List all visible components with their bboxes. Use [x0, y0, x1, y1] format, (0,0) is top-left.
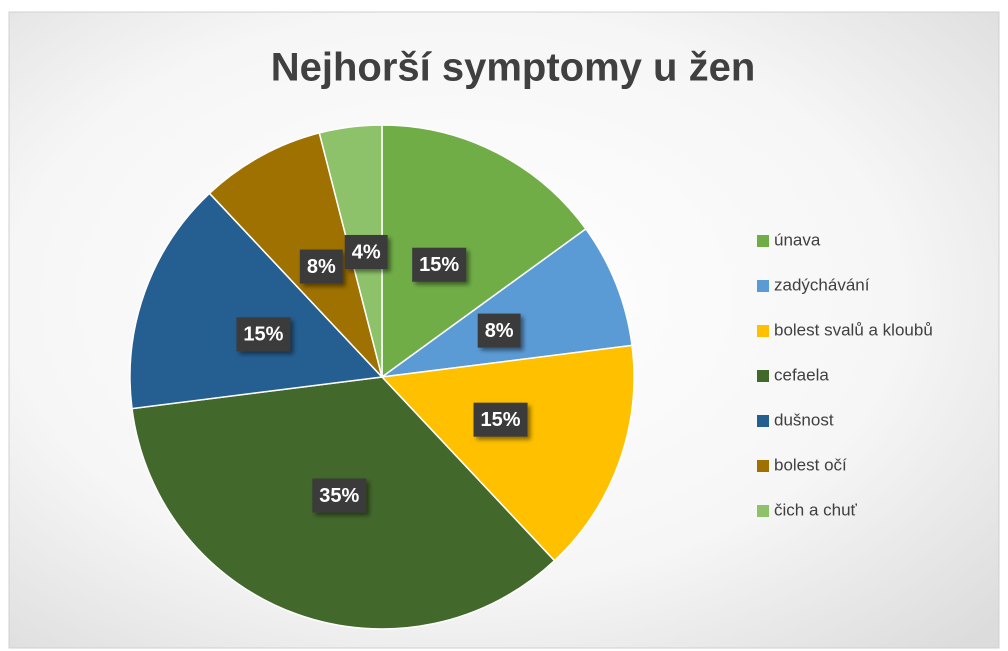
legend-label: bolest očí	[774, 455, 847, 474]
pie-slice	[381, 227, 633, 378]
legend-label: dušnost	[774, 410, 834, 429]
legend-label: zadýchávání	[774, 275, 870, 294]
chart-title: Nejhorší symptomy u žen	[271, 46, 756, 90]
data-label-text: 15%	[243, 324, 283, 346]
data-label-text: 8%	[485, 320, 514, 342]
pie-slice	[129, 192, 384, 410]
pie-slice	[381, 124, 587, 379]
data-label-box	[344, 234, 388, 269]
data-label-text: 8%	[307, 256, 336, 278]
legend-swatch	[757, 280, 769, 292]
legend-swatch	[757, 415, 769, 427]
data-label-box	[473, 402, 528, 437]
data-label: 15%	[412, 247, 467, 282]
pie-slice	[380, 344, 635, 562]
data-label: 4%	[344, 234, 388, 269]
data-label: 35%	[312, 478, 367, 513]
data-label-text: 35%	[319, 485, 359, 507]
legend-label: únava	[774, 230, 821, 249]
data-label: 15%	[236, 317, 291, 352]
data-label-box	[236, 317, 291, 352]
data-label: 8%	[299, 249, 343, 284]
legend-swatch	[757, 460, 769, 472]
legend-label: čich a chuť	[774, 500, 858, 519]
legend-swatch	[757, 325, 769, 337]
legend-label: bolest svalů a kloubů	[774, 320, 933, 339]
data-label-box	[412, 247, 467, 282]
data-label-text: 4%	[352, 241, 381, 263]
data-label-text: 15%	[481, 409, 521, 431]
data-label: 15%	[473, 402, 528, 437]
data-label: 8%	[477, 313, 521, 348]
legend-swatch	[757, 370, 769, 382]
legend-swatch	[757, 505, 769, 517]
pie-slice	[208, 132, 383, 378]
data-label-box	[312, 478, 367, 513]
legend-label: cefaela	[774, 365, 829, 384]
legend-swatch	[757, 235, 769, 247]
data-label-box	[299, 249, 343, 284]
data-label-text: 15%	[419, 254, 459, 276]
data-label-box	[477, 313, 521, 348]
